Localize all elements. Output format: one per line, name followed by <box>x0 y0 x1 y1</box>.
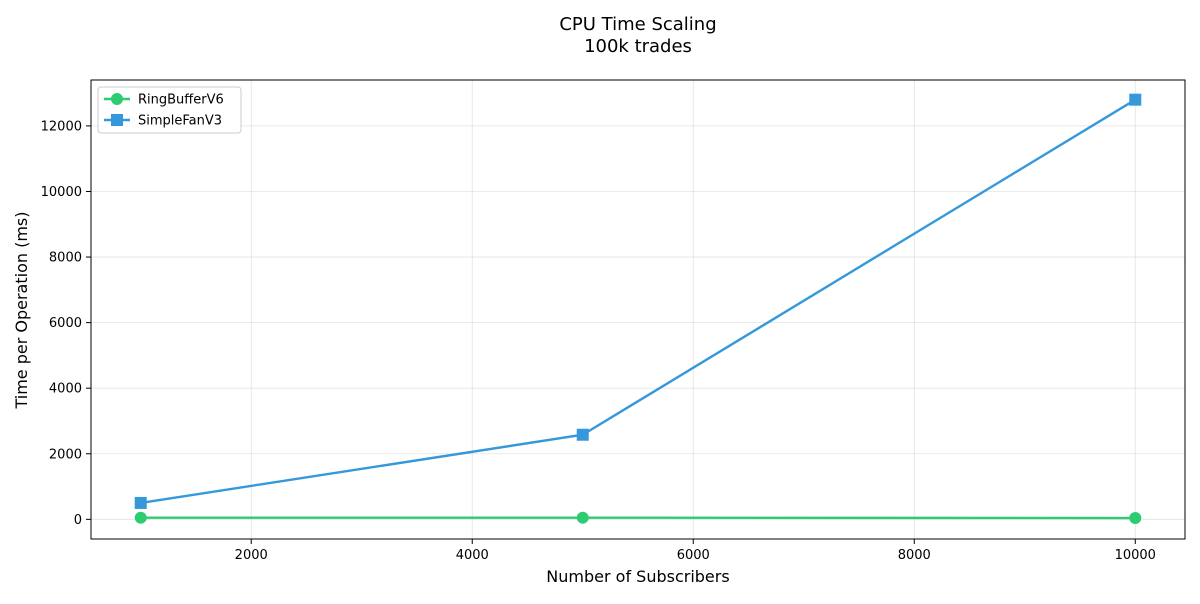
y-tick-label: 6000 <box>49 316 82 331</box>
data-point-ringbufferv6 <box>135 512 147 524</box>
y-axis-label: Time per Operation (ms) <box>12 211 31 409</box>
axis-ticks: 2000 4000 6000 8000 10000 0 2000 4000 6000 8000 10… <box>41 119 1156 563</box>
legend-label-simplefanv3: SimpleFanV3 <box>138 114 222 129</box>
series-ringbufferv6 <box>135 512 1142 524</box>
series-simplefanv3 <box>135 94 1142 509</box>
y-tick-label: 4000 <box>49 382 82 397</box>
grid <box>91 80 1185 539</box>
y-tick-label: 2000 <box>49 447 82 462</box>
chart-subtitle: 100k trades <box>584 36 692 57</box>
legend: RingBufferV6 SimpleFanV3 <box>98 87 241 133</box>
chart-title: CPU Time Scaling <box>559 14 716 35</box>
x-tick-label: 4000 <box>456 548 489 563</box>
series-line-simplefanv3 <box>141 100 1136 503</box>
y-tick-label: 0 <box>74 513 82 528</box>
legend-label-ringbufferv6: RingBufferV6 <box>138 93 224 108</box>
x-axis-label: Number of Subscribers <box>546 567 729 586</box>
data-point-ringbufferv6 <box>1129 512 1141 524</box>
y-tick-label: 12000 <box>41 119 82 134</box>
x-tick-label: 10000 <box>1115 548 1156 563</box>
series-group <box>135 94 1142 524</box>
x-tick-label: 2000 <box>235 548 268 563</box>
y-tick-label: 10000 <box>41 185 82 200</box>
legend-marker-simplefanv3 <box>111 114 123 126</box>
data-point-simplefanv3 <box>135 497 147 509</box>
data-point-simplefanv3 <box>1129 94 1141 106</box>
data-point-simplefanv3 <box>577 429 589 441</box>
x-tick-label: 8000 <box>898 548 931 563</box>
data-point-ringbufferv6 <box>577 512 589 524</box>
legend-marker-ringbufferv6 <box>111 93 123 105</box>
y-tick-label: 8000 <box>49 251 82 266</box>
x-tick-label: 6000 <box>677 548 710 563</box>
plot-area-frame <box>91 80 1185 539</box>
